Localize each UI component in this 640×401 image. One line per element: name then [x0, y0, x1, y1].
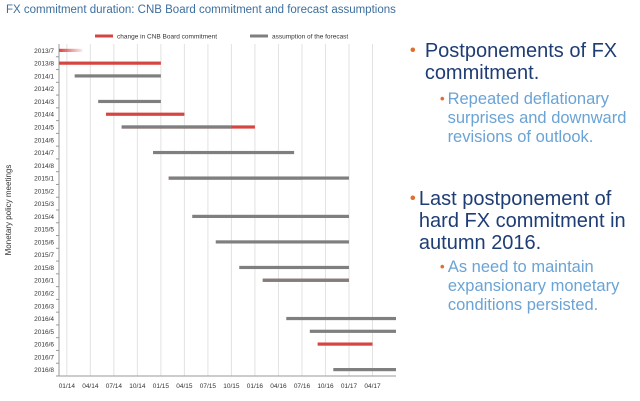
bar-forecast-2014-3 — [98, 99, 161, 104]
x-tick-label: 10/14 — [129, 383, 146, 390]
bullet-deflationary-surprises: • Repeated deflationary surprises and do… — [440, 90, 635, 147]
y-tick-label: 2016/6 — [34, 342, 54, 349]
y-tick-label: 2014/1 — [34, 73, 54, 80]
bullet-expansionary-conditions: • As need to maintain expansionary monet… — [440, 258, 635, 315]
bar-forecast-2015-8 — [239, 265, 349, 270]
x-tick-label: 07/14 — [106, 383, 123, 390]
y-axis-title: Monetary policy meetings — [4, 165, 13, 256]
bullet-text: Last postponement of hard FX commitment … — [418, 188, 626, 254]
x-tick-label: 04/17 — [364, 383, 381, 390]
bar-forecast-2016-4 — [286, 316, 396, 321]
bar-forecast-2015-1 — [168, 176, 349, 180]
y-tick-label: 2016/5 — [34, 329, 54, 336]
bullet-text: Postponements of FX commitment. — [424, 40, 618, 84]
bar-commitment-2014-4 — [106, 112, 185, 116]
y-tick-label: 2015/6 — [34, 239, 54, 246]
y-tick-label: 2015/5 — [34, 227, 54, 234]
bullet-marker-icon: • — [440, 91, 445, 106]
y-tick-label: 2016/4 — [34, 316, 54, 323]
x-tick-label: 07/15 — [200, 383, 217, 390]
bar-forecast-2014-7 — [153, 150, 295, 155]
bar-forecast-2016-1 — [262, 278, 349, 282]
x-tick-label: 01/15 — [153, 383, 170, 390]
bar-forecast-2016-8 — [333, 368, 396, 372]
y-tick-label: 2014/6 — [34, 137, 54, 144]
x-tick-label: 10/16 — [317, 383, 334, 390]
x-tick-label: 07/16 — [294, 383, 311, 390]
x-tick-label: 04/16 — [270, 383, 287, 390]
y-tick-label: 2014/5 — [34, 125, 54, 132]
y-tick-label: 2016/7 — [34, 354, 54, 361]
y-tick-label: 2013/7 — [34, 48, 54, 55]
y-tick-label: 2013/8 — [34, 61, 54, 68]
bar-commitment-2013-8 — [59, 61, 161, 65]
bar-commitment-2016-6 — [317, 342, 373, 346]
y-tick-label: 2015/8 — [34, 265, 54, 272]
bar-forecast-2015-6 — [215, 240, 349, 244]
bar-forecast-2015-4 — [192, 214, 349, 218]
y-tick-label: 2015/7 — [34, 252, 54, 259]
y-tick-label: 2016/1 — [34, 278, 54, 285]
gantt-chart: 2013/7 2013/8 2014/1 2014/2 2014/3 2014/4 2014… — [4, 34, 396, 390]
y-tick-label: 2015/2 — [34, 188, 54, 195]
y-tick-label: 2016/8 — [34, 367, 54, 374]
y-tick-label: 2014/7 — [34, 150, 54, 157]
y-tick-label: 2016/3 — [34, 303, 54, 310]
y-tick-label: 2015/4 — [34, 214, 54, 221]
legend-label-commitment: change in CNB Board commitment — [117, 34, 217, 41]
bullet-postponements: • Postponements of FX commitment. — [410, 40, 635, 84]
bar-forecast-2014-5 — [121, 125, 232, 129]
x-tick-label: 04/15 — [176, 383, 193, 390]
y-tick-label: 2014/8 — [34, 163, 54, 170]
bar-forecast-2016-5 — [309, 329, 396, 333]
y-tick-label: 2014/3 — [34, 99, 54, 106]
bar-commitment-2013-7 — [59, 48, 83, 52]
x-tick-label: 04/14 — [82, 383, 99, 390]
x-tick-label: 01/14 — [59, 383, 76, 390]
bullet-text: Repeated deflationary surprises and down… — [447, 90, 627, 146]
y-tick-label: 2015/3 — [34, 201, 54, 208]
bullet-last-postponement: • Last postponement of hard FX commitmen… — [410, 188, 635, 254]
y-tick-label: 2016/2 — [34, 291, 54, 298]
bullet-marker-icon: • — [410, 42, 416, 59]
y-tick-label: 2014/4 — [34, 112, 54, 119]
bullet-marker-icon: • — [440, 259, 445, 274]
bar-forecast-2014-1 — [74, 74, 161, 78]
y-tick-label: 2014/2 — [34, 86, 54, 93]
chart-title: FX commitment duration: CNB Board commit… — [6, 4, 396, 16]
x-tick-label: 01/17 — [341, 383, 358, 390]
bullet-marker-icon: • — [410, 190, 416, 207]
bullet-text: As need to maintain expansionary monetar… — [447, 258, 620, 314]
x-tick-label: 10/15 — [223, 383, 240, 390]
y-tick-label: 2015/1 — [34, 176, 54, 183]
legend-label-forecast: assumption of the forecast — [272, 34, 348, 41]
x-tick-label: 01/16 — [247, 383, 264, 390]
